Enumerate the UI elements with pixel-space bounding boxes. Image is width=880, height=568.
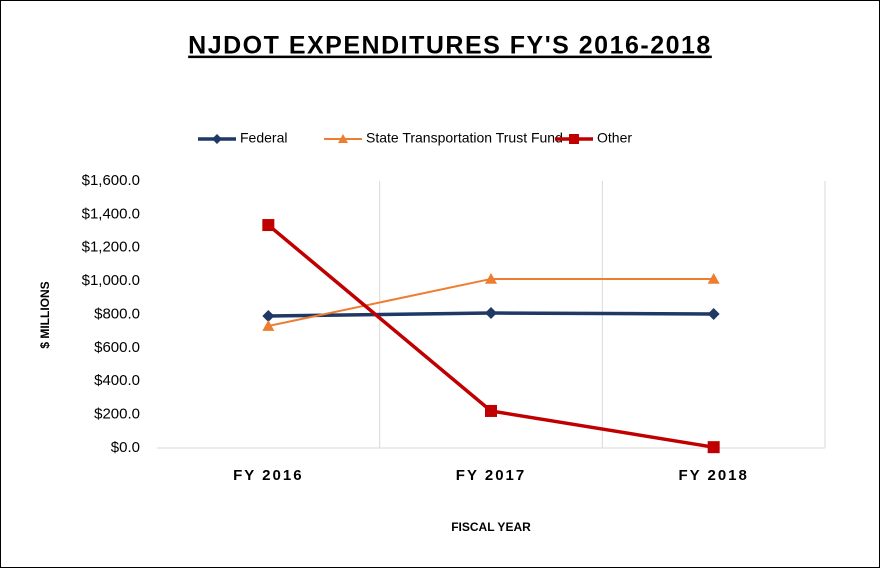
y-axis-title: $ MILLIONS <box>38 281 52 348</box>
x-tick-label: FY 2018 <box>678 467 748 484</box>
marker <box>707 307 720 320</box>
y-tick-label: $1,200.0 <box>82 239 140 256</box>
legend-label: Federal <box>240 130 287 146</box>
marker <box>262 219 275 232</box>
legend-label: State Transportation Trust Fund <box>366 130 563 146</box>
marker <box>485 272 497 284</box>
chart-title: NJDOT EXPENDITURES FY'S 2016-2018 <box>188 32 712 60</box>
marker <box>707 272 720 284</box>
y-tick-label: $200.0 <box>94 406 140 423</box>
marker <box>338 134 348 143</box>
y-tick-label: $1,600.0 <box>82 172 140 189</box>
x-axis-title: FISCAL YEAR <box>451 520 531 534</box>
y-tick-label: $600.0 <box>94 339 140 356</box>
marker <box>485 404 497 417</box>
x-tick-label: FY 2016 <box>233 467 303 484</box>
legend-label: Other <box>597 130 632 146</box>
marker <box>212 134 222 144</box>
y-tick-label: $1,000.0 <box>82 272 140 289</box>
y-tick-label: $800.0 <box>94 305 140 322</box>
y-tick-label: $0.0 <box>111 439 140 456</box>
marker <box>262 310 275 323</box>
y-tick-label: $400.0 <box>94 372 140 389</box>
marker <box>485 306 497 319</box>
marker <box>569 134 579 144</box>
marker <box>262 320 275 331</box>
x-tick-label: FY 2017 <box>456 467 526 484</box>
marker <box>707 441 720 454</box>
y-tick-label: $1,400.0 <box>82 205 140 222</box>
